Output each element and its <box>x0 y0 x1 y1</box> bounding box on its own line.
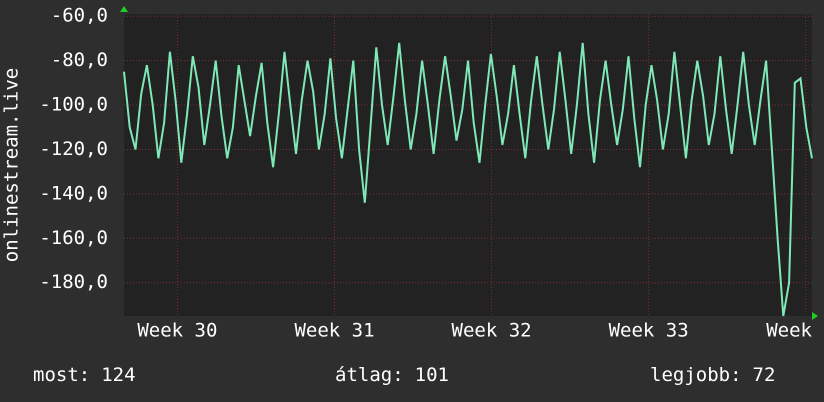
stat-label: átlag: <box>335 364 404 386</box>
y-tick-label: -160,0 <box>39 227 108 249</box>
x-tick-label: Week 30 <box>137 320 217 342</box>
axis-arrow <box>812 312 818 320</box>
y-tick-label: -60,0 <box>51 5 108 27</box>
stat-label: legjobb: <box>650 364 742 386</box>
stat: átlag: 101 <box>335 364 449 386</box>
stat: most: 124 <box>33 364 136 386</box>
y-tick-label: -140,0 <box>39 182 108 204</box>
stat-value: 72 <box>753 364 776 386</box>
stat-value: 101 <box>415 364 449 386</box>
stat-label: most: <box>33 364 90 386</box>
x-tick-label: Week <box>766 320 812 342</box>
x-tick-label: Week 32 <box>452 320 532 342</box>
y-axis-label: onlinestream.live <box>1 68 23 262</box>
y-tick-label: -100,0 <box>39 94 108 116</box>
y-tick-label: -120,0 <box>39 138 108 160</box>
stat: legjobb: 72 <box>650 364 775 386</box>
axis-arrow <box>120 6 128 12</box>
line <box>123 42 813 317</box>
x-tick-label: Week 33 <box>609 320 689 342</box>
y-tick-label: -80,0 <box>51 49 108 71</box>
stat-value: 124 <box>101 364 135 386</box>
y-tick-label: -180,0 <box>39 271 108 293</box>
plot-area <box>124 14 812 316</box>
x-tick-label: Week 31 <box>294 320 374 342</box>
